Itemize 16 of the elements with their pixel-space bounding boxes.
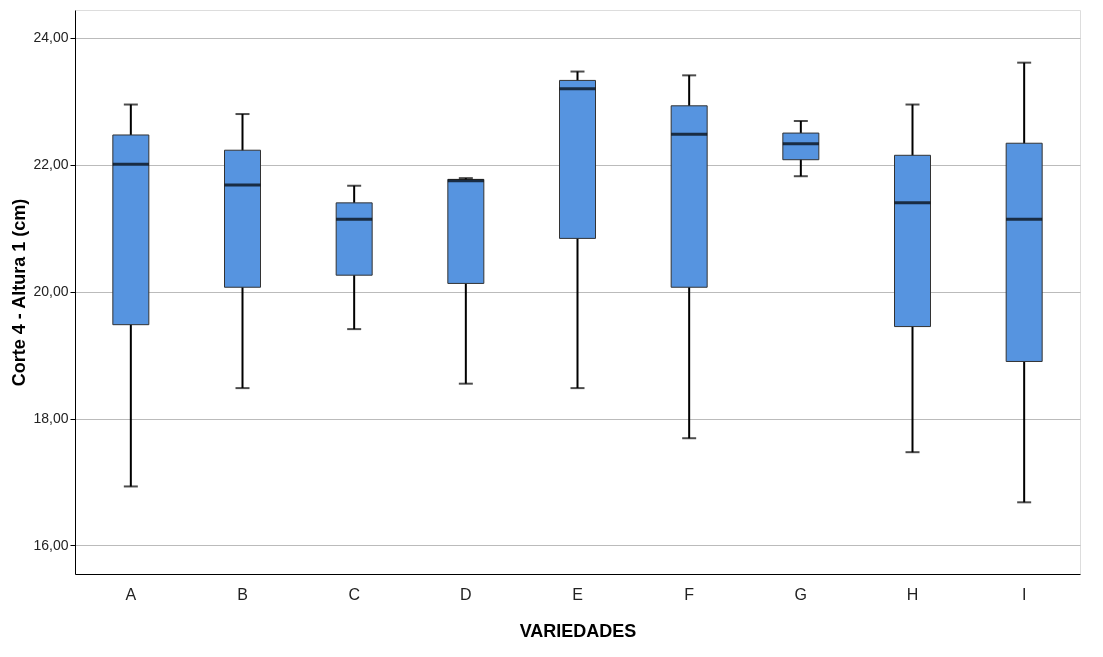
y-tick-label: 24,00 [33, 29, 69, 46]
y-tick-label: 16,00 [33, 536, 69, 553]
y-axis-title: Corte 4 - Altura 1 (cm) [9, 198, 30, 387]
y-tick-label: 20,00 [33, 283, 69, 300]
x-axis-title: VARIEDADES [519, 620, 637, 641]
y-tick-label: 22,00 [33, 156, 69, 173]
x-tick-label: I [1021, 585, 1027, 603]
x-tick-label: D [460, 585, 472, 603]
x-tick-label: H [906, 585, 919, 603]
y-tick-label: 18,00 [33, 410, 69, 427]
x-tick-label: G [794, 585, 808, 603]
x-tick-label: C [348, 585, 360, 603]
x-tick-label: E [572, 585, 583, 603]
x-tick-label: F [684, 585, 695, 603]
x-tick-label: A [125, 585, 137, 603]
x-tick-label: B [237, 585, 248, 603]
